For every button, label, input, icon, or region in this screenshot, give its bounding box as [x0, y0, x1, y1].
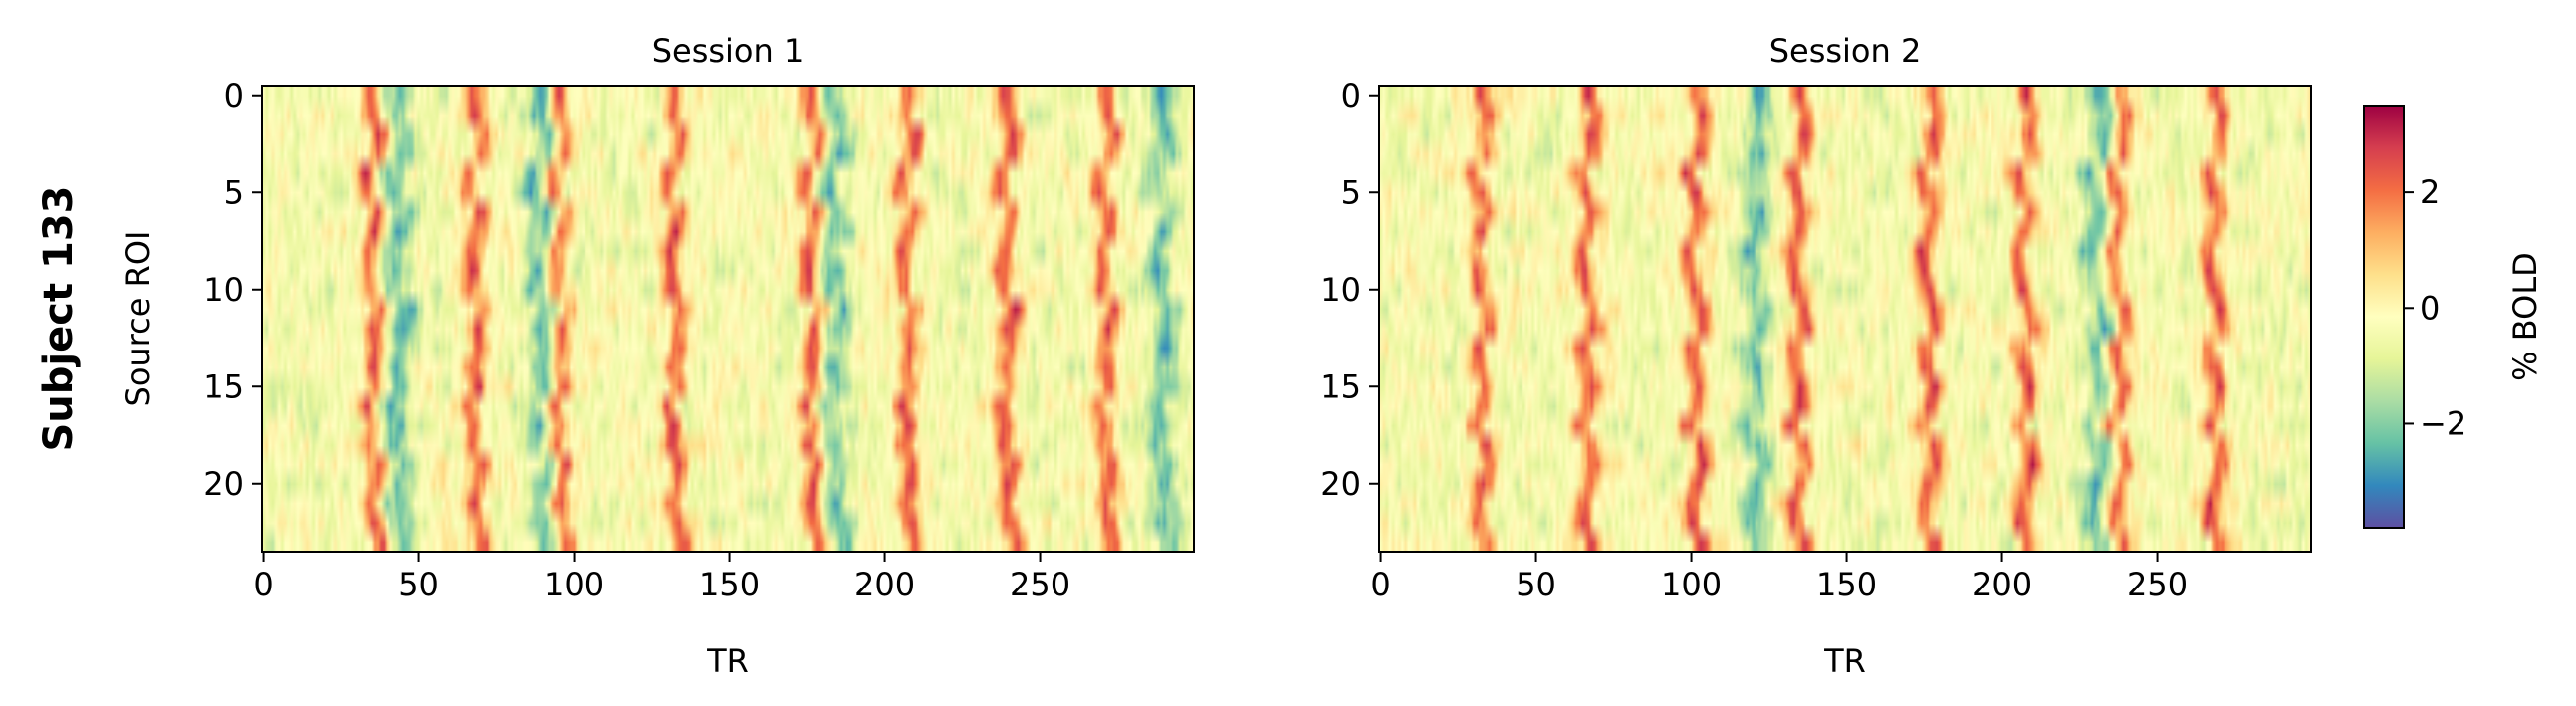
x-tick-label: 250 [2127, 566, 2188, 603]
x-tick-label: 200 [854, 566, 915, 603]
heatmap-image [1379, 86, 2311, 552]
x-tick-label: 250 [1010, 566, 1070, 603]
panel-title: Session 2 [1769, 32, 1922, 70]
y-tick-label: 15 [1320, 367, 1361, 405]
x-axis-label: TR [706, 642, 749, 680]
y-tick-label: 15 [203, 367, 244, 405]
colorbar-tick-label: 2 [2420, 173, 2440, 211]
x-ticks: 0 50 100 150 200 250 [1370, 552, 2188, 603]
y-ticks: 0 5 10 15 20 [1320, 77, 1379, 503]
axes-frame [1378, 85, 2312, 553]
x-tick-label: 50 [1516, 566, 1556, 603]
colorbar-tick-label: 0 [2420, 289, 2440, 327]
y-tick-label: 10 [203, 271, 244, 309]
x-ticks: 0 50 100 150 200 250 [253, 552, 1070, 603]
x-tick-label: 100 [1661, 566, 1722, 603]
x-axis-label: TR [1823, 642, 1866, 680]
y-tick-label: 5 [224, 173, 244, 211]
x-tick-label: 0 [1370, 566, 1390, 603]
heatmap-image [262, 86, 1194, 552]
panel-title: Session 1 [652, 32, 805, 70]
row-label: Subject 133 [36, 185, 82, 451]
colorbar: −2 0 2 % BOLD [2363, 105, 2544, 529]
colorbar-ticks: −2 0 2 [2404, 173, 2466, 442]
x-tick-label: 150 [1816, 566, 1877, 603]
x-tick-label: 150 [699, 566, 760, 603]
x-tick-label: 0 [253, 566, 273, 603]
x-tick-label: 200 [1972, 566, 2032, 603]
y-ticks: 0 5 10 15 20 [203, 77, 262, 503]
colorbar-gradient [2363, 105, 2405, 529]
y-tick-label: 20 [203, 465, 244, 503]
axes-frame [261, 85, 1195, 553]
y-tick-label: 0 [1341, 77, 1361, 115]
heatmap-panel-session-1: Session 1 0 50 100 150 200 250 0 5 10 15 20 TR So… [119, 32, 1195, 680]
heatmap-panel-session-2: Session 2 0 50 100 150 200 250 0 5 10 15 20 TR [1320, 32, 2312, 680]
y-tick-label: 20 [1320, 465, 1361, 503]
x-tick-label: 50 [398, 566, 439, 603]
colorbar-label: % BOLD [2506, 252, 2544, 381]
x-tick-label: 100 [544, 566, 604, 603]
y-tick-label: 5 [1341, 173, 1361, 211]
colorbar-tick-label: −2 [2420, 404, 2466, 442]
y-tick-label: 10 [1320, 271, 1361, 309]
y-axis-label: Source ROI [119, 231, 157, 407]
y-tick-label: 0 [224, 77, 244, 115]
